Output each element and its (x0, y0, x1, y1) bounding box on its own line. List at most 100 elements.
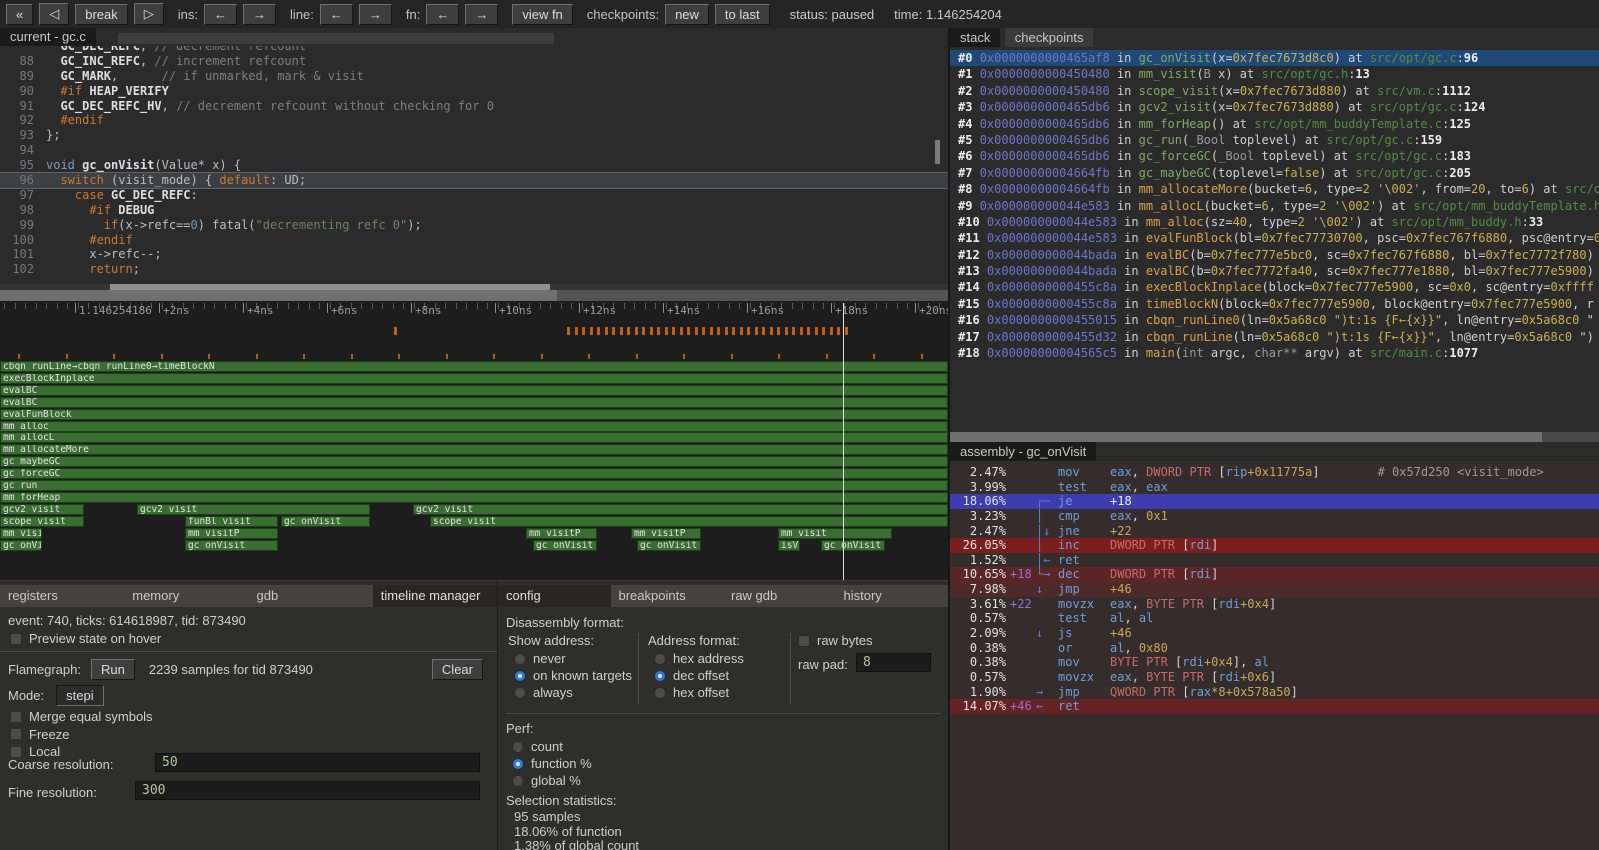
flame-segment[interactable]: gc_onVisit (281, 516, 370, 527)
freeze-checkbox[interactable] (10, 728, 22, 740)
address-format-option-row[interactable]: hex offset (654, 685, 729, 700)
timeline-hscrollbar-thumb[interactable] (0, 290, 557, 301)
flame-segment[interactable]: mm_allocateMore (0, 444, 948, 455)
show-address-radio-never[interactable] (514, 653, 526, 665)
line-number[interactable]: 102 (6, 262, 34, 276)
source-line[interactable]: 89 GC_MARK, // if unmarked, mark & visit (0, 69, 948, 84)
flame-segment[interactable]: mm_alloc (0, 421, 948, 432)
source-vscrollbar[interactable] (935, 140, 940, 164)
perf-radio-global-[interactable] (512, 775, 524, 787)
assembly-row[interactable]: 0.57%movzxeax, BYTE PTR [rdi+0x6] (950, 670, 1599, 685)
assembly-row[interactable]: 3.99%testeax, eax (950, 480, 1599, 495)
preview-state-checkbox[interactable] (10, 633, 22, 645)
show-address-radio-always[interactable] (514, 687, 526, 699)
stack-frame[interactable]: #15 0x0000000000455c8a in timeBlockN(blo… (950, 296, 1599, 312)
flame-segment[interactable]: evalBC (0, 397, 948, 408)
flame-segment[interactable]: gc_onVisit (533, 540, 597, 551)
line-number[interactable]: 94 (6, 143, 34, 158)
perf-radio-function-[interactable] (512, 758, 524, 770)
source-line[interactable]: 88 GC_INC_REFC, // increment refcount (0, 54, 948, 69)
flame-segment[interactable]: mm_visit (0, 528, 42, 539)
address-format-option-row[interactable]: dec offset (654, 668, 729, 683)
flame-segment[interactable]: mm_visitP (185, 528, 278, 539)
source-line[interactable]: 101 x->refc--; (0, 247, 948, 262)
flame-segment[interactable]: gcv2_visit (0, 504, 84, 515)
line-forward-button[interactable]: → (359, 4, 392, 25)
perf-option-row[interactable]: count (512, 739, 563, 754)
assembly-row[interactable]: 26.05%│incDWORD PTR [rdi] (950, 538, 1599, 553)
ins-back-button[interactable]: ← (204, 4, 237, 25)
source-tab[interactable]: current - gc.c (0, 28, 96, 46)
flame-segment[interactable]: evalBC (0, 385, 948, 396)
address-format-radio-hex-offset[interactable] (654, 687, 666, 699)
timeline-hscrollbar-track[interactable] (0, 290, 948, 301)
line-number[interactable]: 88 (6, 54, 34, 69)
tab-stack[interactable]: stack (950, 28, 1000, 47)
source-line[interactable]: 93}; (0, 128, 948, 143)
stack-frame[interactable]: #12 0x000000000044bada in evalBC(b=0x7fe… (950, 247, 1599, 263)
flame-segment[interactable]: gc_onVisit (821, 540, 885, 551)
stack-frame[interactable]: #4 0x0000000000465db6 in mm_forHeap() at… (950, 116, 1599, 132)
perf-option-row[interactable]: function % (512, 756, 592, 771)
stack-frame[interactable]: #16 0x0000000000455015 in cbqn_runLine0(… (950, 312, 1599, 328)
source-line[interactable]: 92 #endif (0, 113, 948, 128)
line-back-button[interactable]: ← (320, 4, 353, 25)
tab-history[interactable]: history (836, 585, 949, 607)
stack-frame[interactable]: #17 0x0000000000455d32 in cbqn_runLine(l… (950, 329, 1599, 345)
line-number[interactable]: 90 (6, 84, 34, 99)
flame-segment[interactable]: scope_visit (0, 516, 84, 527)
source-line[interactable]: 96 switch (visit_mode) { default: UD; (0, 173, 948, 188)
rewind-button[interactable]: « (6, 4, 33, 25)
assembly-row[interactable]: 1.52%│←ret (950, 553, 1599, 568)
run-button[interactable]: Run (91, 659, 135, 680)
tab-breakpoints[interactable]: breakpoints (611, 585, 724, 607)
assembly-row[interactable]: 0.38%oral, 0x80 (950, 641, 1599, 656)
stack-frame[interactable]: #1 0x0000000000450480 in mm_visit(B x) a… (950, 66, 1599, 82)
line-number[interactable]: 101 (6, 247, 34, 262)
assembly-row[interactable]: 2.47%moveax, DWORD PTR [rip+0x11775a]# 0… (950, 465, 1599, 480)
show-address-radio-on-known-targets[interactable] (514, 670, 526, 682)
source-hscrollbar-top[interactable] (118, 33, 554, 44)
perf-radio-count[interactable] (512, 741, 524, 753)
timeline-cursor[interactable] (843, 303, 844, 580)
step-forward-button[interactable]: ▷ (134, 3, 164, 25)
assembly-row[interactable]: 0.57%testal, al (950, 611, 1599, 626)
assembly-row[interactable]: 0.38%movBYTE PTR [rdi+0x4], al (950, 655, 1599, 670)
assembly-row[interactable]: 7.98%↓jmp+46 (950, 582, 1599, 597)
line-number[interactable]: 93 (6, 128, 34, 143)
tab-config[interactable]: config (498, 585, 611, 607)
source-line[interactable]: 91 GC_DEC_REFC_HV, // decrement refcount… (0, 99, 948, 114)
flame-segment[interactable]: execBlockInplace (0, 373, 948, 384)
clear-button[interactable]: Clear (432, 659, 483, 680)
flame-segment[interactable]: isV (778, 540, 800, 551)
stack-frame[interactable]: #13 0x000000000044bada in evalBC(b=0x7fe… (950, 263, 1599, 279)
assembly-row[interactable]: 3.23%│cmpeax, 0x1 (950, 509, 1599, 524)
fine-resolution-input[interactable] (135, 781, 480, 800)
flame-segment[interactable]: gcv2_visit (137, 504, 370, 515)
view-fn-button[interactable]: view fn (512, 4, 572, 25)
show-address-option-row[interactable]: on known targets (514, 668, 632, 683)
line-number[interactable]: 95 (6, 158, 34, 173)
stack-frame[interactable]: #2 0x0000000000450480 in scope_visit(x=0… (950, 83, 1599, 99)
source-line[interactable]: 100 #endif (0, 233, 948, 248)
flame-segment[interactable]: mm_forHeap (0, 492, 948, 503)
stack-frame[interactable]: #10 0x000000000044e583 in mm_alloc(sz=40… (950, 214, 1599, 230)
line-number[interactable]: 91 (6, 99, 34, 114)
line-number[interactable]: 98 (6, 203, 34, 218)
line-number[interactable]: 100 (6, 233, 34, 248)
fn-back-button[interactable]: ← (426, 4, 459, 25)
timeline-panel[interactable]: 1.146254186+2ns+4ns+6ns+8ns+10ns+12ns+14… (0, 290, 948, 580)
flame-segment[interactable]: mm_visit (778, 528, 892, 539)
perf-option-row[interactable]: global % (512, 773, 581, 788)
assembly-row[interactable]: 14.07%+46←ret (950, 699, 1599, 714)
checkbox-row[interactable]: Freeze (10, 727, 69, 742)
source-line[interactable]: 97 case GC_DEC_REFC: (0, 188, 948, 203)
assembly-row[interactable]: 1.90%→jmpQWORD PTR [rax*8+0x578a50] (950, 685, 1599, 700)
source-line[interactable]: 99 if(x->refc==0) fatal("decrementing re… (0, 218, 948, 233)
address-format-radio-dec-offset[interactable] (654, 670, 666, 682)
stack-frame[interactable]: #14 0x0000000000455c8a in execBlockInpla… (950, 279, 1599, 295)
show-address-option-row[interactable]: always (514, 685, 573, 700)
checkbox-row[interactable]: Merge equal symbols (10, 709, 153, 724)
line-number[interactable]: 97 (6, 188, 34, 203)
source-line[interactable]: GC_DEC_REFC, // decrement refcount (0, 46, 948, 54)
